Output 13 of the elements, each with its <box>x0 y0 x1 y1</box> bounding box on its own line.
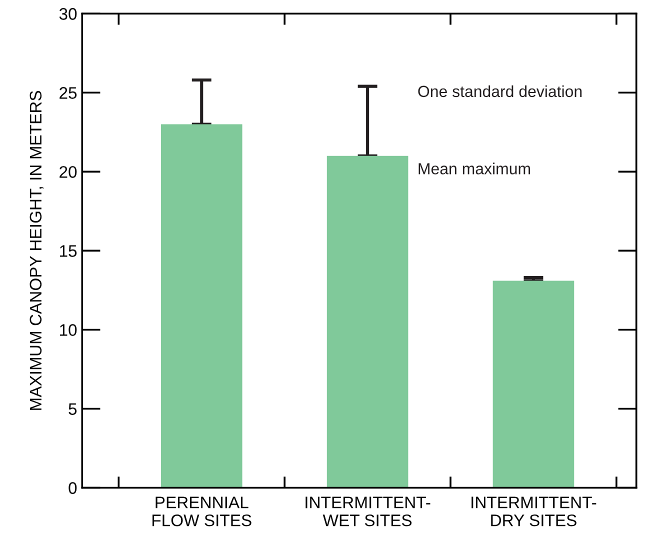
y-tick-label: 15 <box>60 245 77 257</box>
y-axis-title: MAXIMUM CANOPY HEIGHT, IN METERS <box>30 90 44 410</box>
x-tick-label: PERENNIAL FLOW SITES <box>152 496 252 526</box>
y-tick-label: 5 <box>68 403 77 415</box>
y-tick-label: 0 <box>68 482 77 494</box>
x-tick-label: INTERMITTENT- DRY SITES <box>472 496 596 526</box>
annotation: Mean maximum <box>418 162 530 174</box>
y-tick-label: 25 <box>60 87 77 99</box>
y-tick-label: 20 <box>60 166 77 178</box>
y-tick-label: 30 <box>59 8 77 20</box>
annotation: One standard deviation <box>418 85 582 98</box>
x-tick-label: INTERMITTENT- WET SITES <box>306 496 430 526</box>
y-tick-label: 10 <box>60 324 77 336</box>
